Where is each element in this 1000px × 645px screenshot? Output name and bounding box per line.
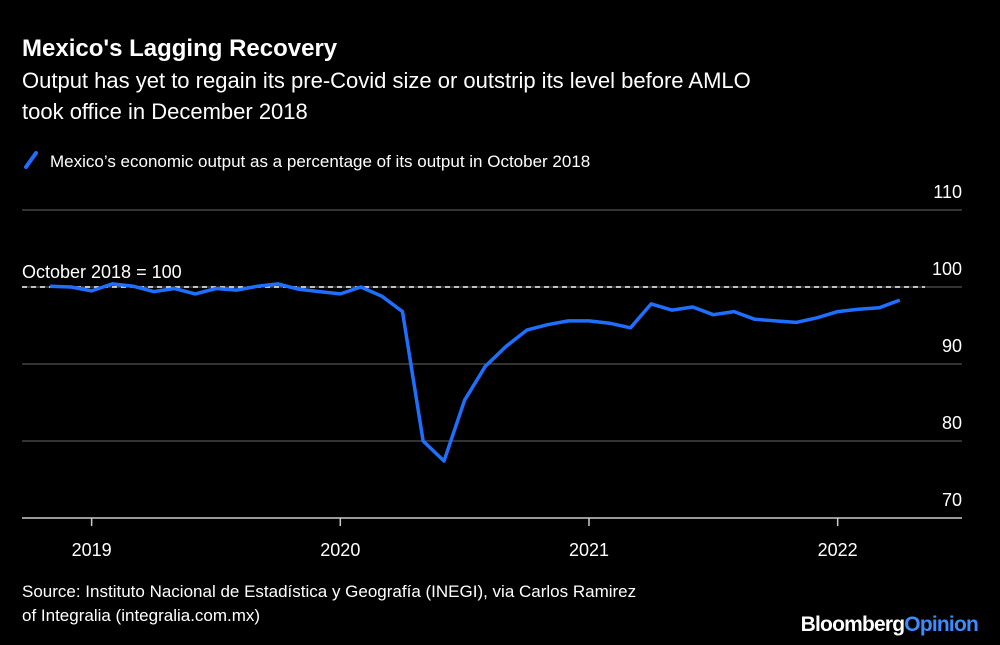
series-line [50,282,901,463]
x-tick-label: 2020 [320,540,360,560]
y-tick-label: 90 [942,336,962,356]
source: of Integralia (integralia.com.mx) [22,606,260,625]
legend-label: Mexico’s economic output as a percentage… [50,152,590,171]
brand-part: Bloomberg [801,613,905,636]
y-tick-label: 110 [933,182,962,202]
legend-swatch [24,151,38,169]
subtitle: Output has yet to regain its pre-Covid s… [22,68,751,93]
reference-label: October 2018 = 100 [22,262,182,282]
x-tick-label: 2019 [72,540,112,560]
source: Source: Instituto Nacional de Estadístic… [22,582,636,601]
brand: BloombergOpinion [801,613,978,636]
x-tick-label: 2022 [818,540,858,560]
y-tick-label: 80 [942,413,962,433]
subtitle: took office in December 2018 [22,99,308,124]
chart-title: Mexico's Lagging Recovery [22,35,338,62]
x-tick-label: 2021 [569,540,609,560]
y-tick-label: 70 [942,490,962,510]
y-tick-label: 100 [932,259,962,279]
brand-part: Opinion [904,613,978,636]
